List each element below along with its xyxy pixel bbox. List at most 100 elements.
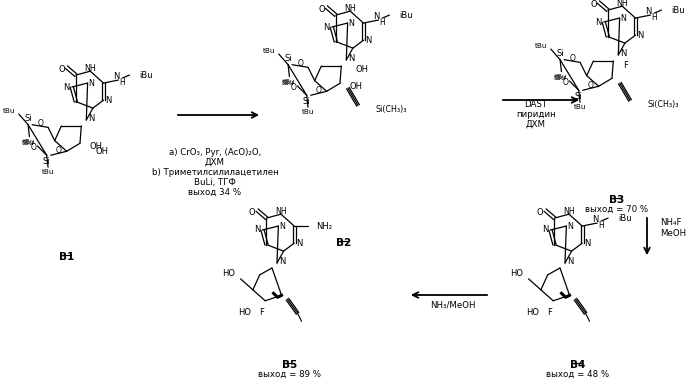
Text: HO: HO bbox=[238, 308, 251, 317]
Text: NH: NH bbox=[85, 64, 96, 73]
Text: пиридин: пиридин bbox=[516, 110, 556, 119]
Text: Si: Si bbox=[24, 114, 32, 123]
Text: N: N bbox=[542, 225, 549, 235]
Text: N: N bbox=[620, 49, 626, 58]
Text: O: O bbox=[56, 146, 62, 155]
Text: B5: B5 bbox=[282, 360, 298, 370]
Text: O: O bbox=[37, 119, 43, 127]
Text: выход 34 %: выход 34 % bbox=[189, 188, 242, 197]
Text: iBu: iBu bbox=[140, 71, 153, 80]
Text: N: N bbox=[645, 7, 651, 15]
Text: O: O bbox=[569, 54, 575, 63]
Text: N: N bbox=[592, 215, 598, 223]
Text: O: O bbox=[316, 86, 322, 95]
Text: NH: NH bbox=[345, 4, 356, 13]
Text: tBu: tBu bbox=[22, 140, 34, 146]
Text: H: H bbox=[120, 78, 125, 86]
Text: Si: Si bbox=[303, 97, 310, 106]
Text: NH₄F: NH₄F bbox=[660, 218, 682, 227]
Text: HO: HO bbox=[526, 308, 539, 317]
Text: iBu: iBu bbox=[399, 10, 413, 20]
Text: NH₂: NH₂ bbox=[316, 222, 332, 230]
Text: Si(CH₃)₃: Si(CH₃)₃ bbox=[648, 100, 679, 109]
Text: O: O bbox=[249, 208, 256, 217]
Text: NH: NH bbox=[563, 207, 575, 216]
Text: B2: B2 bbox=[336, 238, 352, 248]
Text: N: N bbox=[366, 36, 372, 45]
Text: DAST: DAST bbox=[524, 100, 547, 109]
Text: O: O bbox=[297, 59, 303, 68]
Text: N: N bbox=[106, 96, 112, 105]
Text: N: N bbox=[254, 225, 261, 235]
Text: O: O bbox=[318, 5, 325, 14]
Text: iBu: iBu bbox=[672, 5, 685, 15]
Text: N: N bbox=[349, 19, 354, 27]
Text: F: F bbox=[624, 61, 628, 69]
Text: tBu: tBu bbox=[574, 104, 586, 110]
Text: H: H bbox=[380, 17, 385, 27]
Text: Si(CH₃)₃: Si(CH₃)₃ bbox=[376, 105, 408, 114]
Text: HO: HO bbox=[222, 269, 236, 278]
Text: F: F bbox=[547, 308, 552, 317]
Text: F: F bbox=[259, 308, 264, 317]
Text: Si: Si bbox=[556, 49, 564, 58]
Text: b) Триметилсилилацетилен: b) Триметилсилилацетилен bbox=[152, 168, 278, 177]
Text: Si: Si bbox=[284, 54, 292, 63]
Text: Si: Si bbox=[575, 92, 582, 101]
Text: B4: B4 bbox=[570, 360, 586, 370]
Text: O: O bbox=[590, 0, 597, 9]
Text: выход = 70 %: выход = 70 % bbox=[586, 205, 649, 214]
Text: N: N bbox=[280, 222, 285, 230]
Text: O: O bbox=[588, 81, 593, 90]
Text: BuLi, ТГФ: BuLi, ТГФ bbox=[194, 178, 236, 187]
Text: tBu: tBu bbox=[535, 43, 548, 49]
Text: tBu: tBu bbox=[302, 109, 315, 115]
Text: Si: Si bbox=[43, 157, 50, 166]
Text: выход = 48 %: выход = 48 % bbox=[547, 370, 610, 379]
Text: N: N bbox=[88, 113, 94, 122]
Text: OH: OH bbox=[96, 147, 109, 156]
Text: OH: OH bbox=[350, 82, 363, 91]
Text: OH: OH bbox=[90, 142, 103, 151]
Text: N: N bbox=[567, 257, 573, 266]
Text: tBu: tBu bbox=[264, 48, 276, 54]
Text: N: N bbox=[596, 17, 602, 27]
Text: N: N bbox=[64, 83, 70, 91]
Text: N: N bbox=[348, 54, 354, 63]
Text: O: O bbox=[31, 144, 36, 152]
Text: N: N bbox=[568, 222, 573, 230]
Text: N: N bbox=[279, 257, 285, 266]
Text: tBu: tBu bbox=[555, 74, 568, 80]
Text: a) CrO₃, Pyr, (AcO)₂O,: a) CrO₃, Pyr, (AcO)₂O, bbox=[169, 148, 261, 157]
Text: N: N bbox=[373, 12, 380, 20]
Text: tBu: tBu bbox=[23, 139, 36, 145]
Text: iBu: iBu bbox=[618, 213, 632, 223]
Text: O: O bbox=[563, 78, 568, 88]
Text: выход = 89 %: выход = 89 % bbox=[259, 370, 322, 379]
Text: O: O bbox=[58, 65, 65, 74]
Text: ДХМ: ДХМ bbox=[205, 158, 225, 167]
Text: MeOH: MeOH bbox=[660, 229, 686, 238]
Text: tBu: tBu bbox=[282, 80, 294, 86]
Text: NH: NH bbox=[617, 0, 628, 8]
Text: N: N bbox=[113, 71, 120, 81]
Text: N: N bbox=[324, 22, 330, 32]
Text: B3: B3 bbox=[610, 195, 625, 205]
Text: tBu: tBu bbox=[42, 169, 55, 175]
Text: OH: OH bbox=[356, 64, 369, 73]
Text: O: O bbox=[537, 208, 544, 217]
Text: tBu: tBu bbox=[283, 79, 296, 85]
Text: ДХМ: ДХМ bbox=[526, 120, 546, 129]
Text: H: H bbox=[651, 13, 657, 22]
Text: B1: B1 bbox=[59, 252, 75, 262]
Text: N: N bbox=[637, 31, 644, 40]
Text: N: N bbox=[89, 78, 94, 88]
Text: N: N bbox=[296, 239, 303, 248]
Text: tBu: tBu bbox=[554, 75, 566, 81]
Text: tBu: tBu bbox=[3, 108, 16, 114]
Text: N: N bbox=[584, 239, 591, 248]
Text: H: H bbox=[598, 220, 604, 230]
Text: NH₃/MeOH: NH₃/MeOH bbox=[431, 300, 476, 309]
Text: HO: HO bbox=[510, 269, 524, 278]
Text: N: N bbox=[621, 14, 626, 22]
